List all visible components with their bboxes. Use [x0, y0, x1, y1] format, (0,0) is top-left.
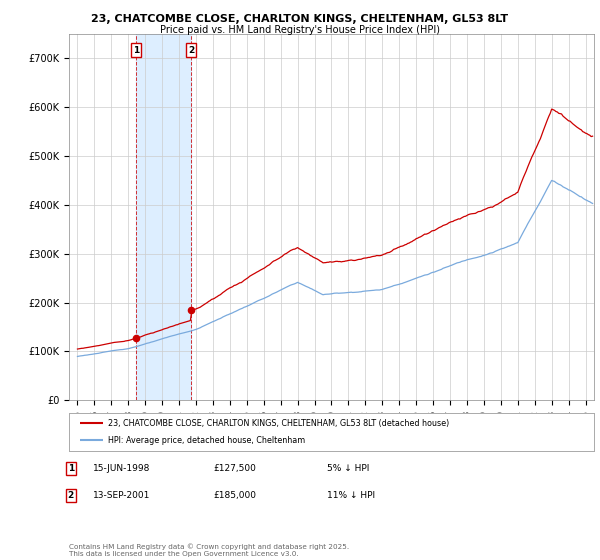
Text: 2: 2 — [68, 491, 74, 500]
Point — [187, 305, 196, 314]
Text: 13-SEP-2001: 13-SEP-2001 — [93, 491, 151, 500]
Text: 23, CHATCOMBE CLOSE, CHARLTON KINGS, CHELTENHAM, GL53 8LT: 23, CHATCOMBE CLOSE, CHARLTON KINGS, CHE… — [91, 14, 509, 24]
Point — [131, 334, 140, 343]
Text: 23, CHATCOMBE CLOSE, CHARLTON KINGS, CHELTENHAM, GL53 8LT (detached house): 23, CHATCOMBE CLOSE, CHARLTON KINGS, CHE… — [109, 419, 449, 428]
Text: £127,500: £127,500 — [213, 464, 256, 473]
Text: HPI: Average price, detached house, Cheltenham: HPI: Average price, detached house, Chel… — [109, 436, 305, 445]
Text: Price paid vs. HM Land Registry's House Price Index (HPI): Price paid vs. HM Land Registry's House … — [160, 25, 440, 35]
Text: 15-JUN-1998: 15-JUN-1998 — [93, 464, 151, 473]
Text: 5% ↓ HPI: 5% ↓ HPI — [327, 464, 370, 473]
Text: 1: 1 — [133, 45, 139, 55]
Text: 1: 1 — [68, 464, 74, 473]
Text: Contains HM Land Registry data © Crown copyright and database right 2025.
This d: Contains HM Land Registry data © Crown c… — [69, 544, 349, 557]
Text: 2: 2 — [188, 45, 194, 55]
Bar — [136, 34, 191, 400]
Text: £185,000: £185,000 — [213, 491, 256, 500]
Text: 11% ↓ HPI: 11% ↓ HPI — [327, 491, 375, 500]
